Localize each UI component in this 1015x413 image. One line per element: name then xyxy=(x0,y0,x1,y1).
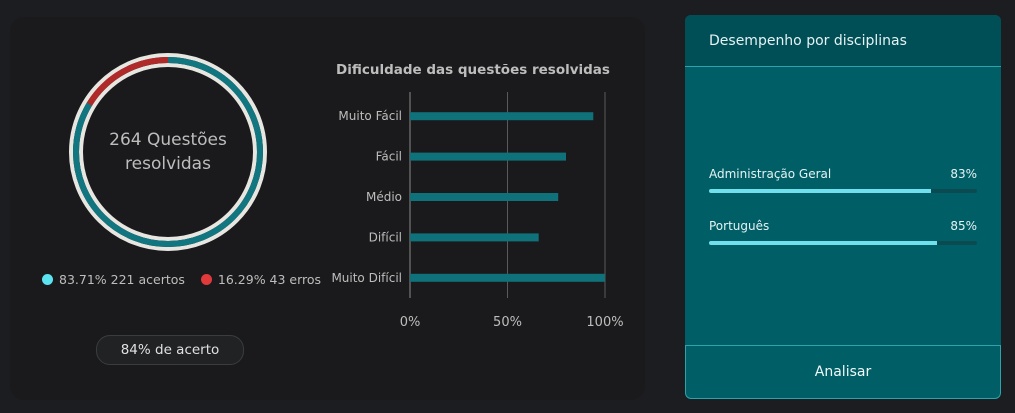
chart-title: Dificuldade das questões resolvidas xyxy=(336,62,610,78)
analyze-button[interactable]: Analisar xyxy=(685,345,1001,399)
subject-percent: 85% xyxy=(950,219,977,233)
legend-correct: 83.71% 221 acertos xyxy=(42,272,185,287)
x-tick-label: 0% xyxy=(400,315,421,330)
accuracy-badge: 84% de acerto xyxy=(96,335,244,365)
performance-card: Desempenho por disciplinas Administração… xyxy=(685,15,1001,399)
subject-percent: 83% xyxy=(950,167,977,181)
difficulty-chart: 0% 50% 100% Muito Fácil Fácil Médio Difícil Mui… xyxy=(331,92,624,330)
correct-dot-icon xyxy=(42,274,53,285)
wrong-dot-icon xyxy=(200,274,212,285)
subject-portugues: Português 85% xyxy=(709,219,977,245)
y-category-label: Fácil xyxy=(376,150,402,164)
subject-progress-track xyxy=(709,189,977,193)
donut-center-label: 264 Questões resolvidas xyxy=(68,52,268,252)
y-category-label: Médio xyxy=(366,190,402,204)
subject-name: Administração Geral xyxy=(709,167,832,181)
bar-muito-fácil xyxy=(410,112,594,121)
x-tick-label: 100% xyxy=(586,315,623,330)
x-tick-label: 50% xyxy=(493,315,522,330)
legend-correct-text: 83.71% 221 acertos xyxy=(59,272,185,287)
performance-title: Desempenho por disciplinas xyxy=(709,32,907,49)
legend-wrong-text: 16.29% 43 erros xyxy=(217,272,322,287)
subject-progress-track xyxy=(709,241,977,245)
donut-legend: 83.71% 221 acertos 16.29% 43 erros xyxy=(42,272,321,287)
legend-wrong: 16.29% 43 erros xyxy=(200,272,322,287)
bar-fácil xyxy=(410,152,566,161)
performance-header: Desempenho por disciplinas xyxy=(685,15,1001,67)
subject-progress-fill xyxy=(709,189,932,193)
donut-inner-ring xyxy=(79,63,257,241)
donut-outer-ring xyxy=(69,53,267,251)
bar-difícil xyxy=(410,233,539,242)
subject-administracao: Administração Geral 83% xyxy=(709,167,977,193)
y-category-label: Muito Difícil xyxy=(331,271,402,285)
questions-count: 264 Questões xyxy=(109,130,227,150)
subject-progress-fill xyxy=(709,241,937,245)
donut-wrong-arc xyxy=(73,57,263,248)
bar-muito-difícil xyxy=(410,273,605,282)
y-category-label: Muito Fácil xyxy=(338,109,402,123)
y-category-label: Difícil xyxy=(369,230,402,244)
questions-caption: resolvidas xyxy=(125,154,211,174)
bar-médio xyxy=(410,193,559,201)
questions-donut xyxy=(69,53,267,251)
subject-name: Português xyxy=(709,219,770,233)
